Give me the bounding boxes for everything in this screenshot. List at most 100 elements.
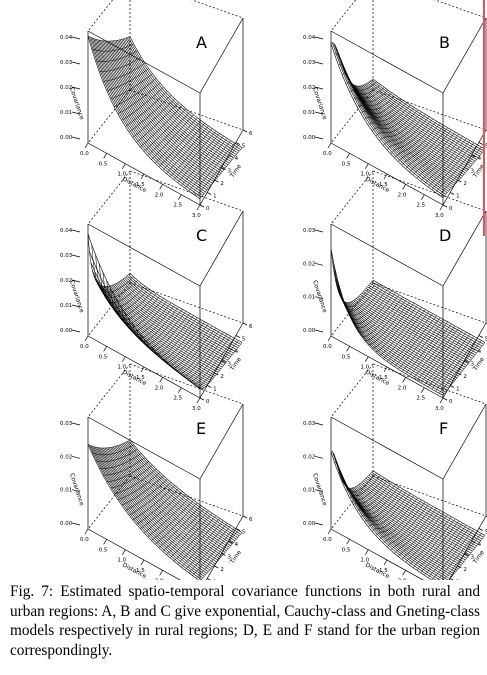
x-tick-label: 2.0 [155,192,164,198]
y-tick-label: 4 [235,349,239,355]
y-tick-label: 2 [463,181,467,187]
y-tick-label: 3 [228,555,232,561]
panel-F: F0.030.020.010.00Covariance0.00.51.01.52… [303,363,487,581]
y-tick-label: 2 [463,374,467,380]
panel-label: B [439,33,450,52]
surface-mesh [87,439,243,580]
panel-label: A [196,33,207,52]
y-tick-label: 5 [485,530,487,536]
panel-E: E0.030.020.010.00Covariance0.00.51.01.52… [60,363,253,581]
y-tick-label: 0 [449,206,453,212]
x-tick-label: 1.5 [379,568,388,574]
surface-mesh [87,233,243,390]
panel-C: C0.040.030.020.010.00Covariance0.00.51.0… [60,170,253,412]
x-axis-label: Distance [121,176,148,195]
y-tick-label: 1 [456,580,460,581]
figure-caption: Fig. 7: Estimated spatio-temporal covari… [10,583,480,659]
figure-panels: A0.040.030.020.010.00Covariance0.00.51.0… [60,0,487,581]
z-tick-label: 0.04 [303,35,316,41]
y-tick-label: 1 [456,387,460,393]
y-tick-label: 5 [242,530,246,536]
x-tick-label: 0.0 [80,344,89,350]
y-tick-label: 2 [220,181,224,187]
y-tick-label: 2 [220,567,224,573]
z-tick-label: 0.00 [60,521,73,527]
x-tick-label: 2.0 [398,192,407,198]
y-tick-label: 3 [471,555,475,561]
z-tick-label: 0.02 [303,261,315,267]
y-axis-label: Time [228,356,243,373]
y-axis-label: Time [228,163,243,180]
y-axis-label: Time [471,549,486,566]
panel-label: F [439,419,448,438]
x-axis-label: Distance [364,369,391,388]
x-tick-label: 2.5 [173,203,182,209]
x-tick-label: 2.5 [416,396,425,402]
x-tick-label: 2.0 [398,385,407,391]
x-tick-label: 3.0 [192,406,201,412]
z-tick-label: 0.00 [303,521,316,527]
y-tick-label: 1 [213,580,217,581]
z-tick-label: 0.03 [303,228,316,234]
y-axis-label: Time [471,356,486,373]
y-tick-label: 1 [456,194,460,200]
z-tick-label: 0.01 [60,303,72,309]
x-tick-label: 1.5 [379,182,388,188]
y-tick-label: 4 [478,542,482,548]
z-tick-label: 0.01 [303,110,315,116]
y-tick-label: 3 [228,362,232,368]
x-tick-label: 2.5 [416,203,425,209]
z-tick-label: 0.00 [303,135,316,141]
z-tick-label: 0.03 [303,60,316,66]
x-tick-label: 1.0 [360,172,369,178]
panel-label: D [439,226,451,245]
z-tick-label: 0.03 [60,421,73,427]
x-tick-label: 3.0 [435,213,444,219]
x-tick-label: 3.0 [435,406,444,412]
z-tick-label: 0.00 [60,328,73,334]
x-tick-label: 0.0 [80,537,89,543]
surface-mesh [330,248,486,396]
y-tick-label: 4 [478,349,482,355]
y-tick-label: 5 [485,144,487,150]
x-tick-label: 1.0 [117,172,126,178]
y-axis-label: Time [228,549,243,566]
x-tick-label: 0.5 [99,547,108,553]
x-tick-label: 1.0 [360,365,369,371]
x-tick-label: 1.0 [117,558,126,564]
z-tick-label: 0.00 [303,328,316,334]
y-tick-label: 4 [235,542,239,548]
y-tick-label: 3 [471,169,475,175]
x-tick-label: 1.0 [117,365,126,371]
x-tick-label: 0.5 [99,354,108,360]
y-tick-label: 3 [228,169,232,175]
x-axis-label: Distance [364,176,391,195]
z-tick-label: 0.03 [60,253,73,259]
z-tick-label: 0.02 [303,85,315,91]
x-tick-label: 2.5 [173,396,182,402]
x-tick-label: 0.0 [323,537,332,543]
panel-label: E [196,419,206,438]
x-tick-label: 1.5 [136,182,145,188]
x-tick-label: 0.5 [342,354,351,360]
x-tick-label: 0.5 [342,161,351,167]
x-tick-label: 2.0 [155,385,164,391]
y-tick-label: 4 [235,156,239,162]
z-tick-label: 0.02 [60,454,72,460]
surface-mesh [330,451,486,580]
x-tick-label: 2.0 [398,578,407,580]
x-tick-label: 1.0 [360,558,369,564]
y-tick-label: 2 [463,567,467,573]
y-tick-label: 5 [242,337,246,343]
z-tick-label: 0.01 [303,295,315,301]
surface-mesh [330,42,486,198]
x-tick-label: 0.0 [323,344,332,350]
y-tick-label: 6 [249,324,253,330]
y-tick-label: 5 [485,337,487,343]
x-tick-label: 1.5 [136,568,145,574]
y-tick-label: 6 [249,131,253,137]
x-tick-label: 2.0 [155,578,164,580]
y-tick-label: 3 [471,362,475,368]
z-tick-label: 0.02 [60,85,72,91]
scrollbar-indicator[interactable] [483,0,485,236]
